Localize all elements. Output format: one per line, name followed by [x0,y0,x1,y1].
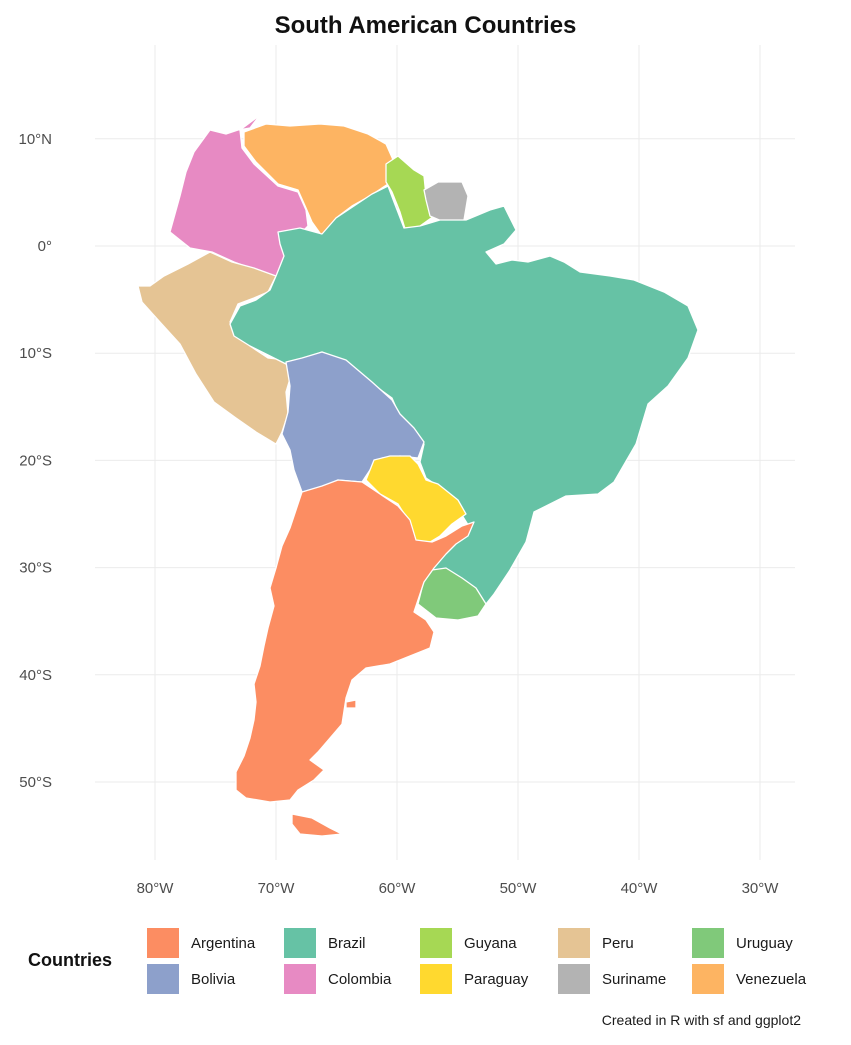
legend-label: Paraguay [464,970,529,988]
legend-label: Venezuela [736,970,807,988]
legend-title: Countries [28,950,113,970]
latitude-tick-label: 10°S [19,345,52,362]
legend-swatch [692,964,724,994]
legend-item-uruguay: Uruguay [692,928,793,958]
legend-item-paraguay: Paraguay [420,964,528,994]
legend-item-bolivia: Bolivia [147,964,235,994]
latitude-tick-label: 10°N [18,131,52,148]
legend-swatch [147,928,179,958]
legend-label: Peru [602,934,634,952]
legend-swatch [420,964,452,994]
latitude-tick-label: 20°S [19,452,52,469]
legend-item-peru: Peru [558,928,634,958]
legend-swatch [692,928,724,958]
legend-swatch [558,964,590,994]
legend-swatch [147,964,179,994]
caption: Created in R with sf and ggplot2 [601,1012,801,1028]
map-title: South American Countries [274,12,577,39]
legend-label: Brazil [328,934,366,952]
legend-item-colombia: Colombia [284,964,391,994]
longitude-tick-label: 60°W [379,880,417,897]
legend-swatch [420,928,452,958]
legend-label: Colombia [328,970,392,988]
country-guyana[interactable] [385,155,435,233]
country-argentina[interactable] [235,479,475,803]
legend-item-argentina: Argentina [147,928,255,958]
country-argentina-island[interactable] [345,699,357,709]
longitude-tick-label: 30°W [742,880,780,897]
legend-item-guyana: Guyana [420,928,517,958]
legend-swatch [558,928,590,958]
legend: Countries Argentina Brazil Guyana Peru Urugu… [22,924,842,1002]
legend-item-brazil: Brazil [284,928,366,958]
longitude-tick-label: 80°W [137,880,175,897]
legend-label: Suriname [602,970,667,988]
legend-item-suriname: Suriname [558,964,666,994]
legend-label: Uruguay [736,934,793,952]
longitude-tick-label: 40°W [621,880,659,897]
longitude-tick-label: 50°W [500,880,538,897]
countries-layer [137,114,699,837]
legend-label: Argentina [191,934,256,952]
legend-swatch [284,928,316,958]
legend-label: Guyana [464,934,517,952]
axis-labels: 10°N 0° 10°S 20°S 30°S 40°S 50°S 80°W 70°W 60°W 50… [18,131,779,897]
latitude-tick-label: 0° [38,238,52,255]
legend-label: Bolivia [191,970,236,988]
legend-item-venezuela: Venezuela [692,964,806,994]
country-argentina-tierra-del-fuego[interactable] [291,813,343,837]
latitude-tick-label: 50°S [19,774,52,791]
latitude-tick-label: 40°S [19,667,52,684]
latitude-tick-label: 30°S [19,560,52,577]
longitude-tick-label: 70°W [258,880,296,897]
map-canvas: 10°N 0° 10°S 20°S 30°S 40°S 50°S 80°W 70°W 60°W 50… [18,45,795,897]
country-suriname[interactable] [423,181,469,223]
legend-swatch [284,964,316,994]
